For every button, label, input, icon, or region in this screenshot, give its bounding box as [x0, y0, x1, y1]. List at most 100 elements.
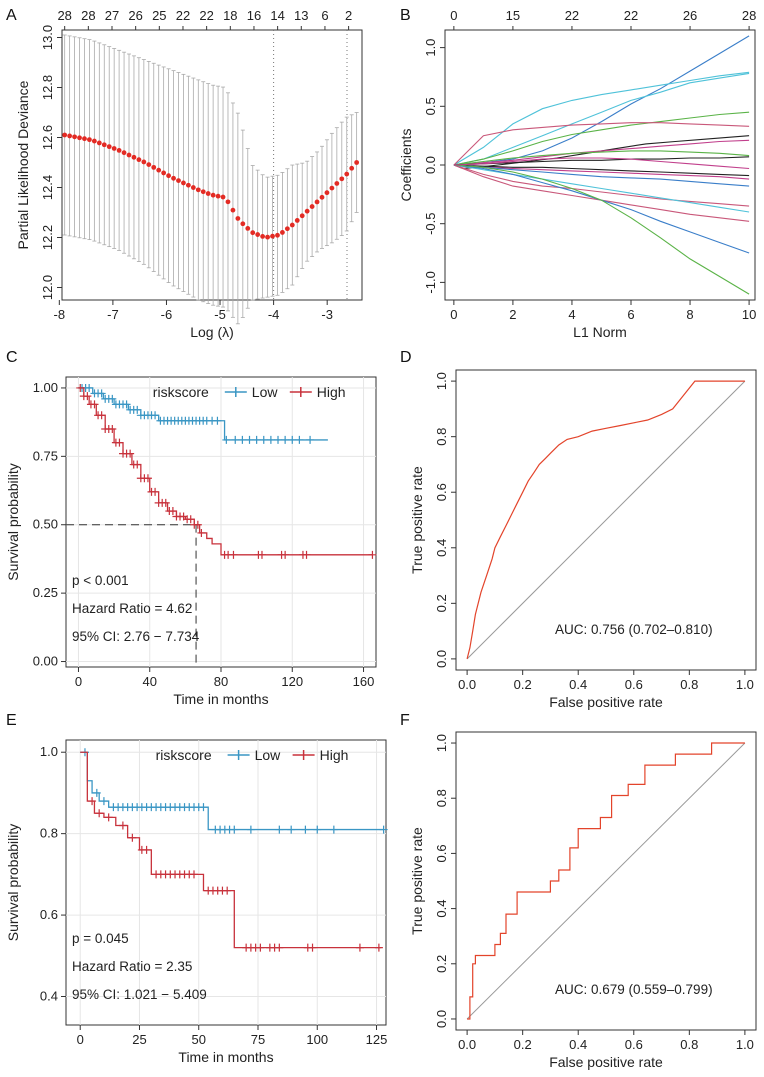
censor-mark	[230, 825, 239, 834]
censor-mark	[223, 886, 232, 895]
x-tick-label: -6	[161, 307, 173, 322]
median-survival-line	[66, 524, 197, 667]
y-tick-label: 1.0	[423, 39, 438, 57]
coefficient-path	[453, 164, 750, 177]
plot-frame	[61, 29, 363, 301]
x-tick-label: 10	[742, 307, 756, 322]
deviance-point	[82, 136, 87, 142]
deviance-point	[250, 230, 256, 236]
y-tick-label: 0.0	[434, 1010, 449, 1028]
stat-annotation: 95% CI: 2.76 − 7.734	[72, 629, 200, 644]
x-axis-label: Time in months	[178, 1049, 273, 1065]
censor-mark	[306, 435, 315, 444]
deviance-point	[195, 187, 201, 193]
y-axis-label: Survival probability	[5, 824, 21, 942]
roc-curve	[467, 742, 745, 1020]
deviance-point	[62, 132, 68, 138]
censor-mark	[256, 943, 265, 952]
deviance-point	[205, 191, 211, 196]
x-tick-label: 8	[686, 307, 693, 322]
deviance-point	[309, 204, 315, 209]
y-tick-label: 12.2	[40, 225, 55, 250]
legend-high-swatch	[289, 387, 312, 397]
deviance-point	[235, 216, 241, 221]
deviance-point	[349, 165, 355, 171]
censor-mark	[108, 424, 117, 433]
panel-f-chart: 0.0 0.2 0.4 0.6 0.8 1.0 0.0 0.2 0.4 0.6 0.8 1.0 Fals…	[409, 731, 757, 1070]
deviance-point	[289, 222, 295, 228]
deviance-point	[200, 189, 206, 195]
top-tick-label: 27	[105, 8, 119, 23]
censor-mark	[99, 797, 108, 806]
censor-mark	[108, 394, 117, 403]
x-tick-label: 50	[192, 1032, 206, 1047]
censor-mark	[213, 416, 222, 425]
x-tick-label: -3	[321, 307, 333, 322]
y-tick-label: 1.0	[434, 372, 449, 390]
roc-curve	[466, 380, 745, 660]
x-tick-label: -4	[268, 307, 280, 322]
x-axis-label: L1 Norm	[573, 324, 627, 340]
censor-mark	[368, 550, 377, 559]
censor-mark	[88, 797, 97, 806]
censor-mark	[257, 550, 266, 559]
deviance-point	[171, 175, 176, 181]
deviance-point	[225, 199, 231, 205]
deviance-point	[151, 164, 157, 170]
censor-mark	[308, 943, 317, 952]
x-tick-label: 25	[132, 1032, 146, 1047]
coefficient-path	[453, 164, 750, 187]
survival-curve-low	[80, 751, 384, 831]
censor-mark	[128, 833, 137, 842]
censor-mark	[229, 550, 238, 559]
censor-mark	[151, 487, 160, 496]
coefficient-path	[453, 157, 750, 170]
legend-high-label: High	[317, 384, 346, 400]
top-tick-label: 25	[152, 8, 166, 23]
censor-mark	[197, 528, 206, 537]
stat-annotation: Hazard Ratio = 2.35	[72, 959, 192, 974]
top-tick-label: 26	[683, 8, 697, 23]
censor-mark	[193, 520, 202, 529]
stat-annotation: Hazard Ratio = 4.62	[72, 601, 192, 616]
y-tick-label: 0.6	[434, 483, 449, 501]
x-tick-label: 120	[281, 674, 303, 689]
panel-label-c: C	[6, 349, 18, 366]
x-tick-label: 2	[509, 307, 516, 322]
coefficient-path	[453, 139, 750, 166]
censor-mark	[186, 515, 195, 524]
coefficient-path	[453, 122, 750, 166]
y-axis-label: Survival probability	[5, 463, 21, 581]
stat-annotation: p = 0.045	[72, 931, 129, 946]
panel-label-e: E	[6, 712, 17, 729]
y-axis-label: Coefficients	[398, 129, 414, 202]
deviance-point	[141, 159, 147, 165]
censor-mark	[281, 550, 290, 559]
deviance-point	[334, 181, 340, 186]
deviance-point	[319, 194, 325, 200]
legend-low-label: Low	[255, 747, 282, 763]
x-tick-label: 1.0	[736, 677, 754, 692]
censor-mark	[266, 435, 275, 444]
deviance-point	[314, 199, 320, 205]
diagonal-reference	[466, 380, 746, 660]
censor-mark	[190, 870, 198, 879]
censor-mark	[355, 943, 364, 952]
coefficient-path	[453, 164, 750, 207]
y-tick-label: 0.0	[423, 156, 438, 174]
deviance-point	[87, 137, 92, 143]
censor-mark	[97, 389, 106, 398]
panel-label-a: A	[6, 7, 17, 24]
y-tick-label: 0.8	[434, 428, 449, 446]
y-tick-label: 12.6	[40, 125, 55, 150]
top-tick-label: 22	[565, 8, 579, 23]
legend-low-label: Low	[252, 384, 279, 400]
censor-mark	[301, 825, 310, 834]
top-tick-label: 14	[270, 8, 284, 23]
x-tick-label: 0.4	[569, 677, 587, 692]
deviance-point	[190, 185, 196, 190]
panel-label-b: B	[400, 7, 411, 24]
x-tick-label: 4	[568, 307, 575, 322]
censor-mark	[295, 435, 304, 444]
censor-mark	[288, 435, 297, 444]
